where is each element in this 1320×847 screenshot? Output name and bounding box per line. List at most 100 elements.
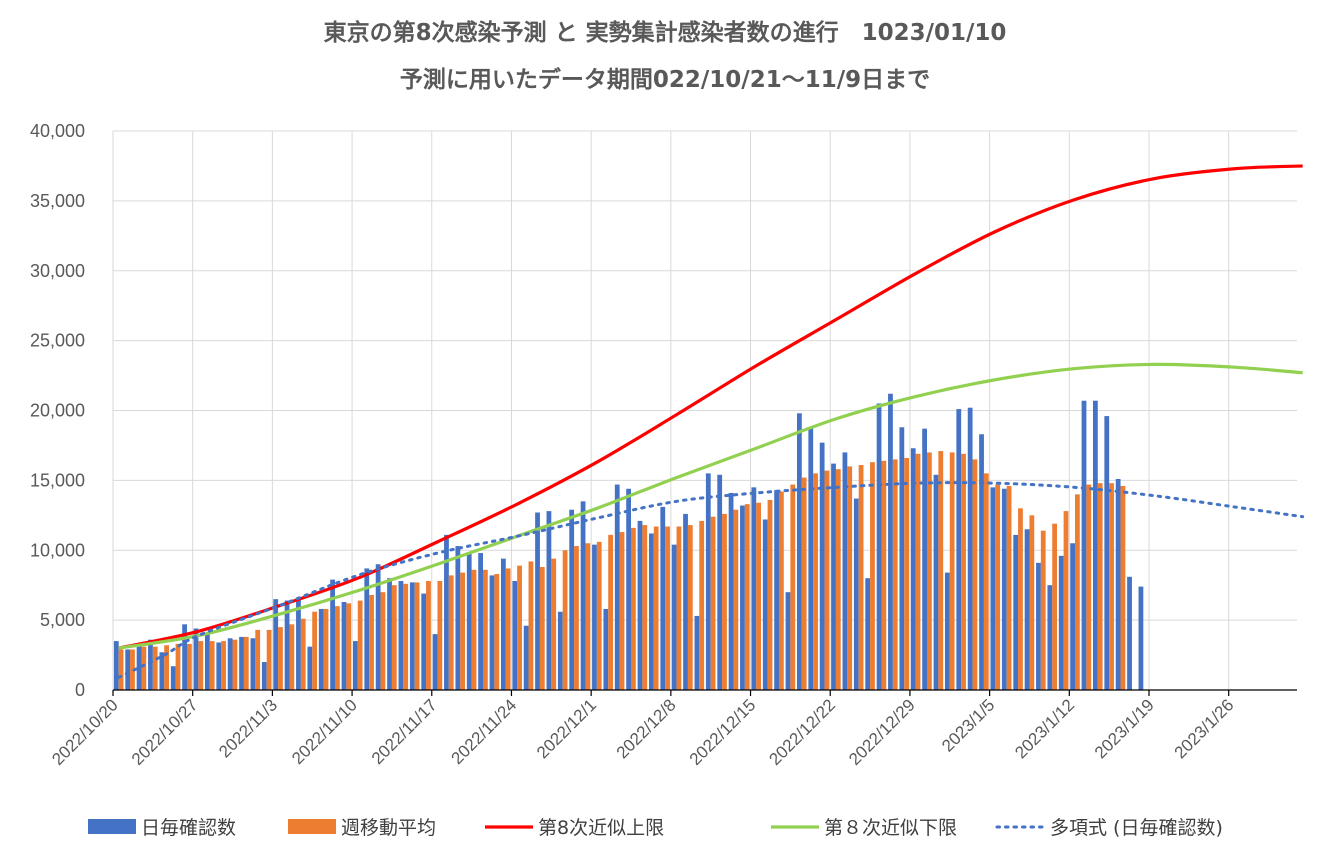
x-tick-label: 2022/10/27: [128, 695, 202, 769]
weekly-average-bar: [710, 516, 716, 690]
daily-cases-bar: [1058, 555, 1064, 690]
daily-cases-bar: [284, 600, 290, 690]
daily-cases-bar: [990, 487, 996, 690]
weekly-average-bar: [835, 469, 841, 690]
daily-cases-bar: [239, 636, 244, 690]
daily-cases-bar: [671, 544, 677, 690]
daily-cases-bar: [227, 638, 233, 690]
weekly-average-bar: [232, 639, 238, 690]
y-tick-label: 40,000: [30, 121, 85, 141]
weekly-average-bar: [870, 462, 875, 690]
daily-cases-bar: [466, 553, 472, 690]
daily-cases-bar: [523, 625, 529, 690]
legend-label: 多項式 (日毎確認数): [1050, 817, 1223, 839]
daily-cases-bar: [455, 546, 461, 690]
legend-swatch: [288, 819, 336, 834]
x-tick-label: 2022/11/10: [288, 695, 361, 768]
lines: [117, 164, 1305, 679]
daily-cases-bar: [831, 463, 836, 690]
daily-cases-bar: [614, 484, 620, 690]
daily-cases-bar: [1115, 478, 1121, 690]
weekly-average-bar: [631, 527, 636, 690]
weekly-average-bar: [209, 641, 215, 690]
weekly-average-bar: [278, 627, 283, 690]
daily-cases-bar: [876, 403, 882, 690]
daily-cases-bar: [125, 649, 131, 690]
weekly-average-bar: [847, 466, 853, 690]
weekly-average-bar: [391, 585, 397, 690]
daily-cases-bar: [842, 452, 848, 690]
daily-cases-bar: [261, 662, 267, 690]
daily-cases-bar: [785, 592, 791, 690]
weekly-average-bar: [460, 572, 466, 690]
weekly-average-bar: [426, 580, 431, 690]
x-tick-label: 2022/11/3: [215, 695, 281, 761]
daily-cases-bar: [364, 568, 370, 690]
daily-cases-bar: [1127, 576, 1132, 690]
weekly-average-bar: [983, 473, 989, 690]
bars: [113, 393, 1144, 690]
daily-cases-bar: [967, 407, 973, 690]
weekly-average-bar: [972, 459, 978, 690]
weekly-average-bar: [904, 458, 910, 690]
weekly-average-bar: [403, 583, 409, 690]
weekly-average-bar: [300, 618, 306, 690]
daily-cases-bar: [1081, 400, 1087, 690]
daily-cases-bar: [546, 511, 552, 690]
weekly-average-bar: [676, 526, 682, 690]
daily-cases-bar: [569, 509, 575, 690]
weekly-average-bar: [767, 499, 773, 690]
daily-cases-bar: [148, 639, 153, 690]
daily-cases-bar: [387, 578, 392, 690]
weekly-average-bar: [1040, 530, 1046, 690]
weekly-average-bar: [1075, 494, 1080, 690]
weekly-average-bar: [494, 574, 500, 690]
weekly-average-bar: [448, 575, 454, 690]
weekly-average-bar: [221, 641, 226, 690]
y-tick-label: 5,000: [40, 610, 85, 630]
weekly-average-bar: [414, 582, 420, 690]
chart-title: 東京の第8次感染予測 と 実勢集計感染者数の進行 1023/01/10: [324, 19, 1007, 46]
weekly-average-bar: [539, 567, 545, 690]
weekly-average-bar: [175, 643, 181, 690]
daily-cases-bar: [1070, 543, 1075, 690]
daily-cases-bar: [808, 427, 814, 690]
x-tick-label: 2022/12/22: [765, 695, 839, 769]
weekly-average-bar: [198, 641, 204, 690]
weekly-average-bar: [483, 569, 488, 690]
x-tick-label: 2022/12/1: [533, 695, 600, 762]
weekly-average-bar: [824, 470, 830, 690]
daily-cases-bar: [626, 488, 631, 690]
daily-cases-bar: [250, 638, 256, 690]
x-tick-label: 2022/11/24: [448, 695, 521, 768]
chart-subtitle: 予測に用いたデータ期間022/10/21～11/9日まで: [400, 66, 930, 93]
weekly-average-bar: [346, 603, 352, 690]
weekly-average-bar: [1006, 485, 1012, 690]
daily-cases-bar: [421, 593, 427, 690]
weekly-average-bar: [187, 643, 192, 690]
x-tick-label: 2022/12/29: [845, 695, 919, 769]
daily-cases-bar: [535, 512, 540, 690]
daily-cases-bar: [489, 575, 495, 690]
daily-cases-bar: [796, 413, 802, 690]
x-tick-label: 2022/10/20: [48, 695, 122, 769]
weekly-average-bar: [289, 624, 295, 690]
daily-cases-bar: [740, 505, 745, 690]
weekly-average-bar: [380, 592, 386, 690]
daily-cases-bar: [113, 641, 119, 690]
lower-limit-line: [118, 362, 1303, 650]
daily-cases-bar: [1104, 416, 1110, 690]
weekly-average-bar: [790, 484, 796, 690]
weekly-average-bar: [1063, 511, 1069, 690]
daily-cases-bar: [660, 506, 666, 690]
daily-cases-bar: [182, 624, 187, 690]
daily-cases-bar: [956, 409, 962, 690]
weekly-average-bar: [608, 534, 614, 690]
weekly-average-bar: [152, 646, 158, 690]
y-tick-label: 25,000: [30, 331, 85, 351]
daily-cases-bar: [136, 643, 142, 690]
weekly-average-bar: [1097, 483, 1103, 690]
x-tick-label: 2023/1/19: [1091, 695, 1158, 762]
legend: 日毎確認数 週移動平均 第8次近似上限 第８次近似下限 多項式 (日毎確認数): [88, 817, 1223, 839]
weekly-average-bar: [1086, 484, 1092, 690]
